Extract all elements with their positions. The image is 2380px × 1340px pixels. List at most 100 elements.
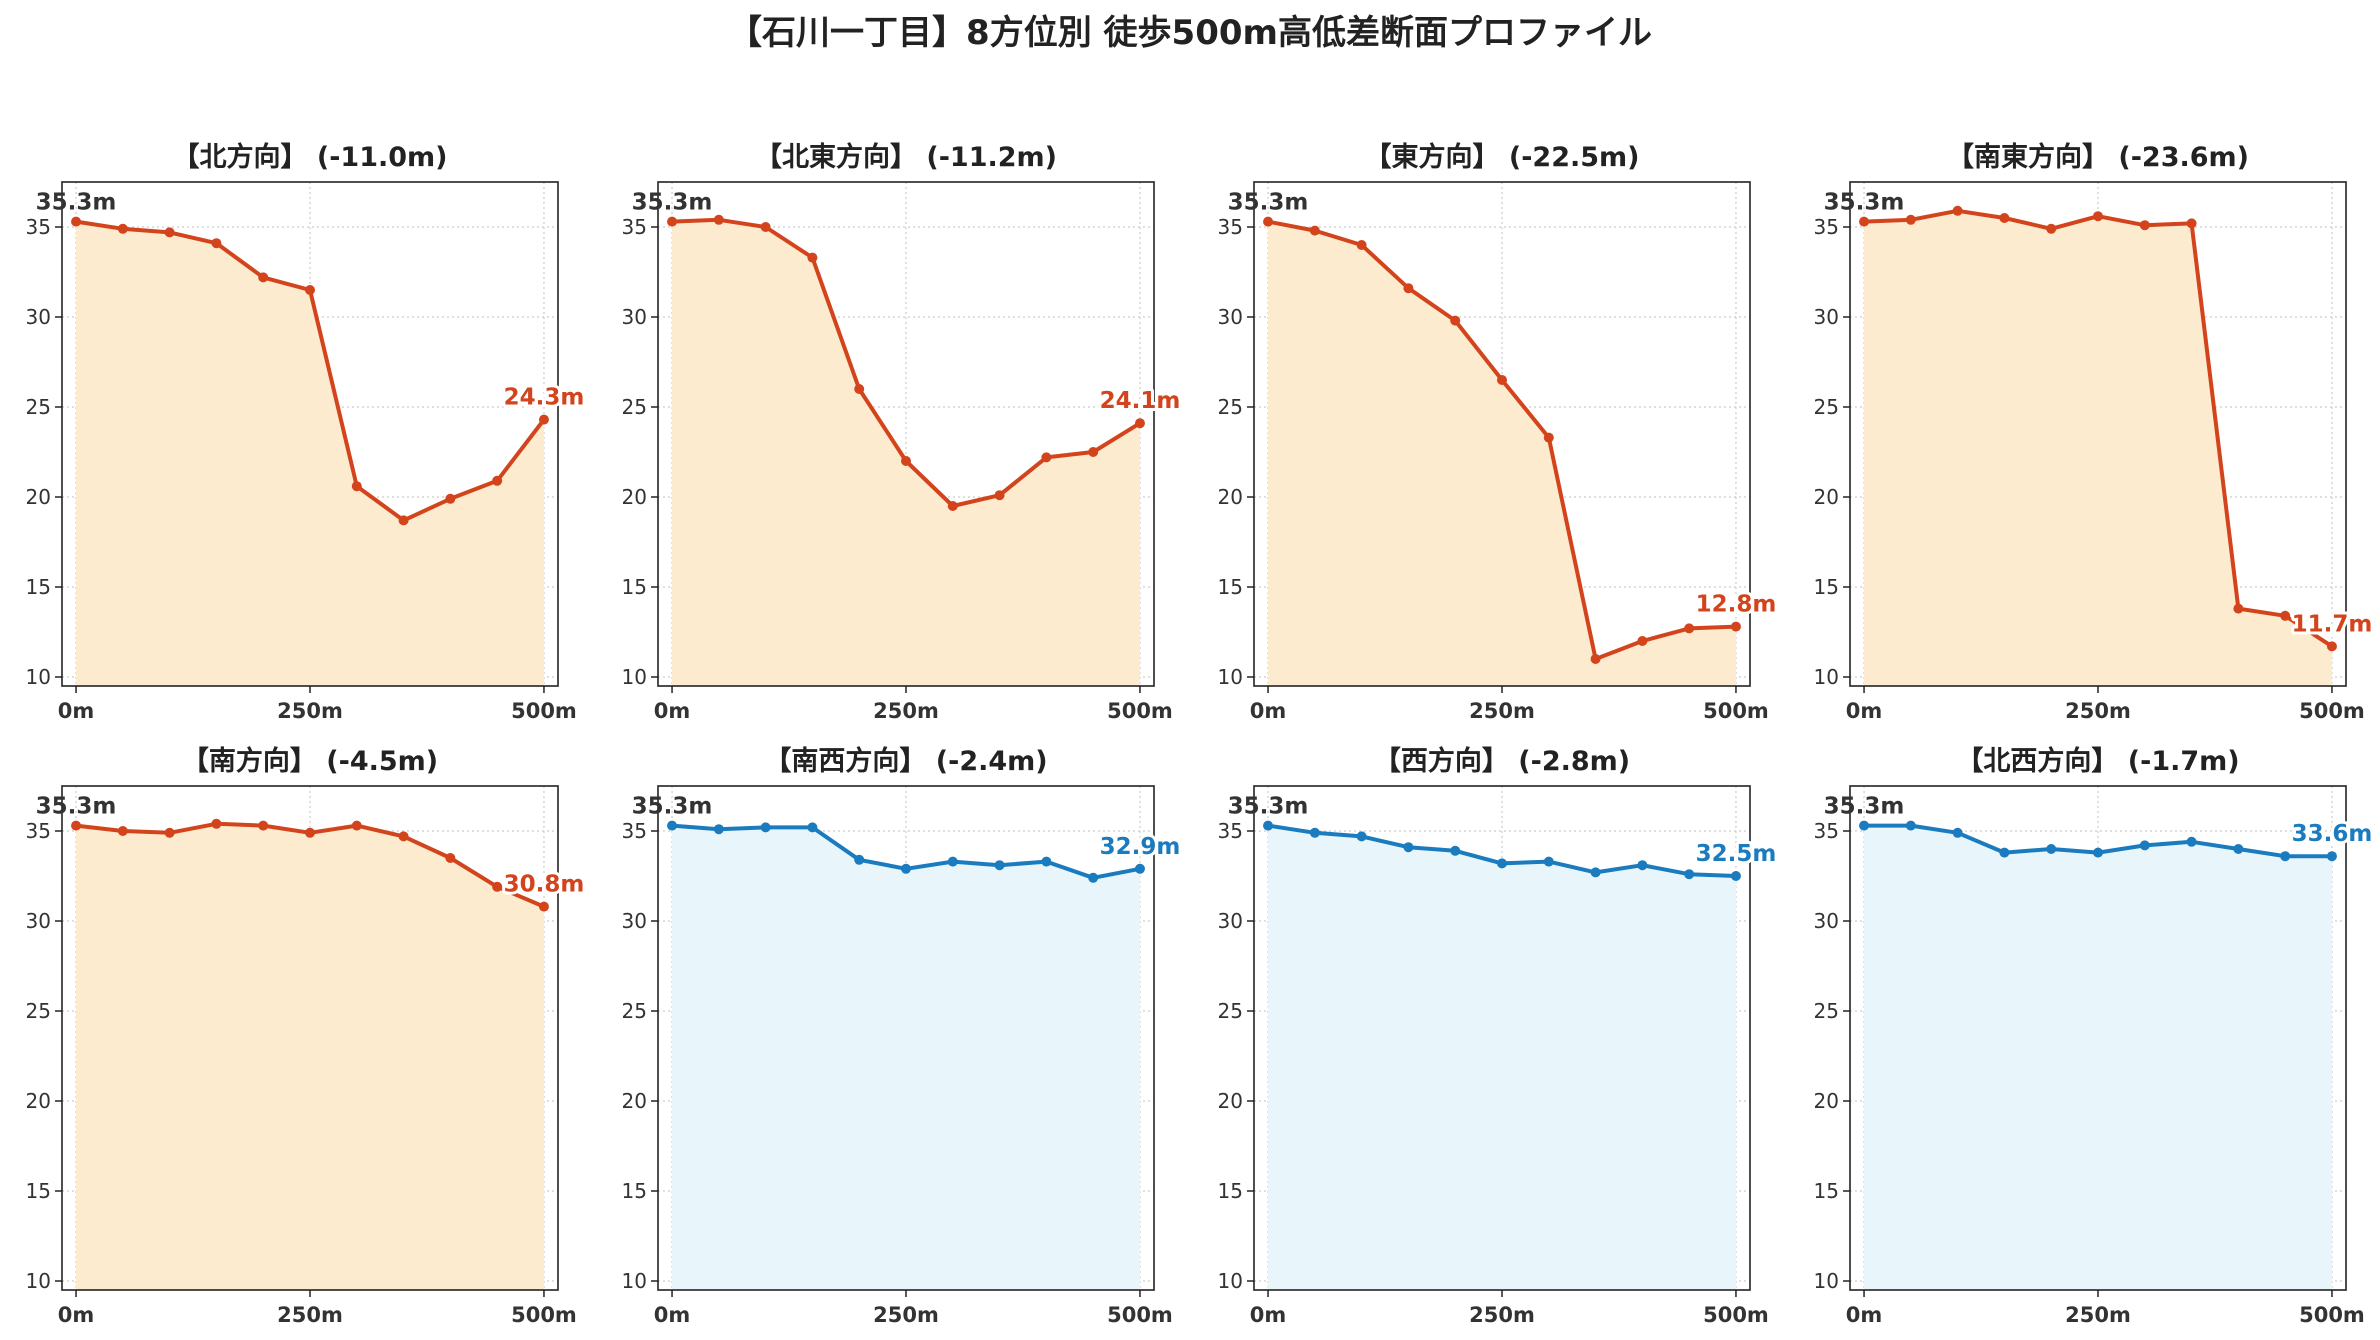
data-point — [1590, 654, 1601, 664]
chart-title: 【南西方向】 (-2.4m) — [764, 745, 1047, 777]
data-point — [2093, 847, 2103, 858]
y-tick-label: 20 — [1218, 485, 1243, 509]
data-point — [854, 854, 865, 865]
x-tick-label: 250m — [2065, 1303, 2131, 1327]
y-tick-label: 10 — [622, 1269, 647, 1293]
y-tick-label: 35 — [622, 819, 647, 843]
series-area — [76, 823, 544, 1290]
data-point — [760, 222, 771, 232]
data-point — [667, 820, 678, 831]
data-point — [1450, 845, 1461, 856]
data-point — [1952, 205, 1963, 216]
data-point — [947, 856, 958, 867]
x-tick-label: 500m — [2299, 699, 2365, 723]
data-point — [667, 216, 678, 227]
data-point — [1590, 867, 1601, 878]
y-tick-label: 15 — [26, 1179, 51, 1203]
y-tick-label: 10 — [26, 1269, 51, 1293]
data-point — [901, 456, 911, 466]
x-tick-label: 500m — [1703, 1303, 1769, 1327]
data-point — [1450, 315, 1461, 326]
data-point — [1905, 820, 1916, 831]
y-tick-label: 35 — [1218, 819, 1243, 843]
x-tick-label: 500m — [511, 1303, 577, 1327]
end-label: 11.7m — [2292, 611, 2373, 637]
data-point — [1684, 623, 1695, 634]
x-tick-label: 250m — [873, 699, 939, 723]
data-point — [1309, 225, 1320, 236]
chart-panel: 【西方向】 (-2.8m) 10 15 20 25 30 35 0m 250m 500m 35.3m… — [1218, 745, 1780, 1327]
end-label: 24.3m — [504, 385, 585, 411]
y-tick-label: 35 — [1814, 819, 1839, 843]
y-tick-label: 15 — [622, 575, 647, 599]
y-tick-label: 10 — [1814, 665, 1839, 689]
data-point — [1859, 216, 1870, 227]
y-tick-label: 30 — [622, 909, 647, 933]
data-point — [492, 475, 503, 486]
start-label: 35.3m — [1228, 794, 1309, 820]
x-tick-label: 0m — [1250, 1303, 1287, 1327]
start-label: 35.3m — [632, 794, 713, 820]
x-tick-label: 500m — [1703, 699, 1769, 723]
x-tick-label: 250m — [277, 699, 343, 723]
data-point — [398, 515, 409, 526]
y-tick-label: 20 — [622, 485, 647, 509]
x-tick-label: 0m — [58, 699, 95, 723]
end-label: 32.5m — [1696, 841, 1777, 867]
data-point — [1134, 863, 1145, 874]
chart-title: 【西方向】 (-2.8m) — [1374, 745, 1630, 777]
data-point — [1134, 418, 1145, 429]
data-point — [1403, 842, 1414, 853]
x-tick-label: 0m — [654, 1303, 691, 1327]
y-tick-label: 35 — [1218, 215, 1243, 239]
data-point — [1637, 636, 1648, 646]
chart-panel: 【北西方向】 (-1.7m) 10 15 20 25 30 35 0m 250m 500m 35.3… — [1814, 745, 2376, 1327]
end-label: 12.8m — [1696, 592, 1777, 618]
data-point — [1041, 452, 1052, 463]
x-tick-label: 0m — [654, 699, 691, 723]
data-point — [117, 223, 128, 234]
y-tick-label: 25 — [1218, 395, 1243, 419]
data-point — [492, 881, 503, 892]
figure-title: 【石川一丁目】8方位別 徒歩500m高低差断面プロファイル — [728, 13, 1652, 53]
y-tick-label: 20 — [1814, 485, 1839, 509]
data-point — [2186, 218, 2197, 229]
series-area — [1864, 825, 2332, 1290]
data-point — [538, 414, 549, 425]
data-point — [854, 384, 865, 394]
data-point — [71, 820, 82, 831]
chart-title: 【北西方向】 (-1.7m) — [1956, 745, 2239, 777]
y-tick-label: 30 — [1814, 305, 1839, 329]
chart-panel: 【南西方向】 (-2.4m) 10 15 20 25 30 35 0m 250m 500m 35.3… — [622, 745, 1184, 1327]
data-point — [445, 493, 456, 504]
x-tick-label: 250m — [277, 1303, 343, 1327]
x-tick-label: 0m — [1846, 699, 1883, 723]
y-tick-label: 10 — [1218, 1269, 1243, 1293]
series-area — [672, 219, 1140, 687]
y-tick-label: 10 — [622, 665, 647, 689]
x-tick-label: 250m — [2065, 699, 2131, 723]
data-point — [1730, 871, 1741, 881]
chart-title: 【北方向】 (-11.0m) — [172, 141, 447, 173]
chart-title: 【南東方向】 (-23.6m) — [1947, 141, 2249, 173]
y-tick-label: 10 — [1814, 1269, 1839, 1293]
start-label: 35.3m — [632, 190, 713, 216]
chart-panel: 【東方向】 (-22.5m) 10 15 20 25 30 35 0m 250m 500m 35.3… — [1218, 141, 1780, 723]
data-point — [1543, 432, 1554, 443]
data-point — [994, 860, 1005, 871]
data-point — [713, 824, 724, 835]
y-tick-label: 20 — [1814, 1089, 1839, 1113]
y-tick-label: 30 — [1218, 909, 1243, 933]
y-tick-label: 30 — [26, 305, 51, 329]
y-tick-label: 25 — [26, 395, 51, 419]
data-point — [445, 853, 456, 863]
chart-panel: 【南方向】 (-4.5m) 10 15 20 25 30 35 0m 250m 500m 35.3m… — [26, 745, 588, 1327]
data-point — [1952, 827, 1963, 838]
y-tick-label: 10 — [26, 665, 51, 689]
end-label: 32.9m — [1100, 834, 1181, 860]
data-point — [2139, 840, 2150, 851]
y-tick-label: 20 — [26, 1089, 51, 1113]
x-tick-label: 250m — [1469, 699, 1535, 723]
y-tick-label: 20 — [1218, 1089, 1243, 1113]
